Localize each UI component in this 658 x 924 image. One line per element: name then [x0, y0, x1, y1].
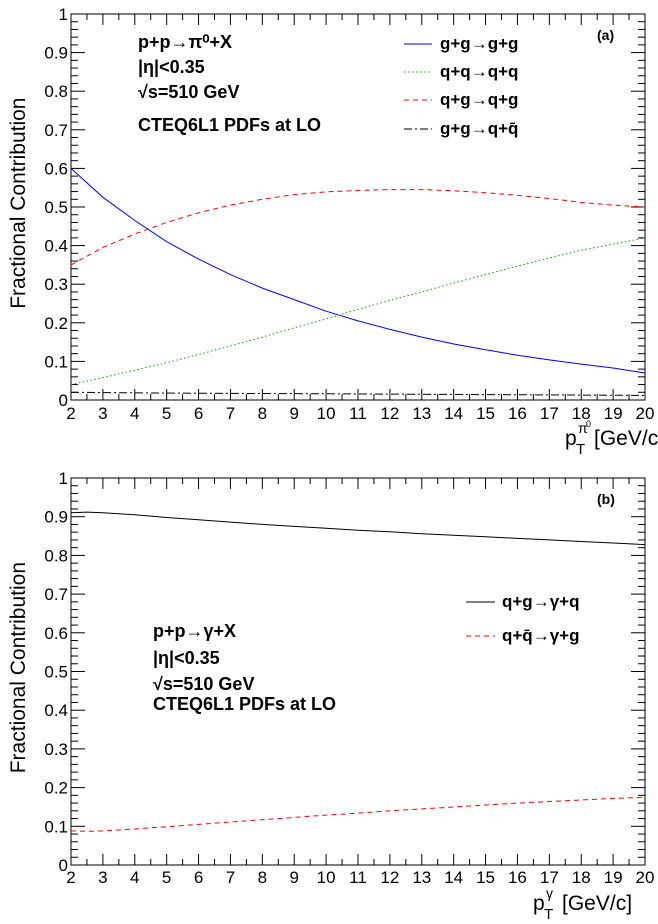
- annotation-text: √s=510 GeV: [153, 674, 254, 694]
- x-tick-label: 8: [258, 868, 267, 887]
- legend-label: q+q̄→γ+g: [502, 626, 579, 645]
- x-axis-label-sup: π: [578, 420, 588, 436]
- y-tick-label: 1: [59, 5, 68, 24]
- legend-label: q+g→q+g: [440, 90, 518, 109]
- annotation-text: |η|<0.35: [138, 57, 205, 77]
- x-axis-label-sup: γ: [546, 885, 553, 901]
- annotation-text: CTEQ6L1 PDFs at LO: [153, 694, 336, 714]
- y-tick-label: 0.6: [44, 159, 68, 178]
- x-tick-label: 5: [162, 868, 171, 887]
- x-tick-label: 12: [380, 868, 399, 887]
- x-axis-label-unit: [GeV/c]: [594, 427, 658, 450]
- series-line-0: [70, 168, 646, 374]
- x-tick-label: 19: [604, 404, 623, 423]
- x-tick-label: 9: [289, 868, 298, 887]
- x-tick-label: 7: [226, 404, 235, 423]
- x-tick-label: 18: [572, 868, 591, 887]
- panel-a: 2 3 4 5 6 7 8 9 10 11 12 13 14 15 16 17 18 19 2000.10.20.3…: [7, 5, 658, 458]
- x-tick-label: 18: [572, 404, 591, 423]
- y-tick-label: 0.4: [44, 237, 68, 256]
- x-tick-label: 11: [349, 404, 367, 423]
- x-tick-label: 3: [98, 404, 107, 423]
- y-tick-label: 0.6: [44, 624, 68, 643]
- legend-label: g+g→g+g: [440, 34, 518, 53]
- y-tick-label: 1: [59, 469, 68, 488]
- x-axis-label-p: p: [565, 427, 577, 450]
- panel-label: (a): [597, 27, 614, 43]
- x-axis-label-supsup: 0: [586, 419, 591, 429]
- series-line-1: [70, 237, 646, 386]
- annotation-text: CTEQ6L1 PDFs at LO: [138, 115, 321, 135]
- x-tick-label: 2: [66, 868, 75, 887]
- series-line-1: [70, 796, 646, 832]
- y-tick-label: 0.4: [44, 701, 68, 720]
- x-tick-label: 11: [349, 868, 367, 887]
- x-tick-label: 8: [258, 404, 267, 423]
- y-axis-label: Fractional Contribution: [7, 97, 30, 308]
- y-tick-label: 0.8: [44, 82, 68, 101]
- y-tick-label: 0.2: [44, 779, 68, 798]
- x-tick-label: 10: [317, 868, 336, 887]
- y-tick-label: 0.7: [44, 585, 68, 604]
- x-tick-label: 6: [194, 868, 203, 887]
- y-tick-label: 0.3: [44, 275, 68, 294]
- x-tick-label: 2: [66, 404, 75, 423]
- x-tick-label: 20: [636, 404, 655, 423]
- y-tick-label: 0.5: [44, 198, 68, 217]
- y-tick-label: 0.3: [44, 740, 68, 759]
- x-tick-label: 14: [444, 404, 463, 423]
- x-axis-label-p: p: [533, 892, 545, 915]
- y-tick-label: 0.1: [44, 352, 68, 371]
- x-tick-label: 14: [444, 868, 463, 887]
- x-tick-label: 13: [412, 868, 431, 887]
- x-tick-label: 9: [289, 404, 298, 423]
- panel-label: (b): [597, 491, 615, 507]
- y-tick-label: 0.1: [44, 817, 68, 836]
- x-tick-label: 7: [226, 868, 235, 887]
- y-tick-label: 0.9: [44, 508, 68, 527]
- series-line-0: [70, 511, 646, 546]
- y-tick-label: 0.8: [44, 546, 68, 565]
- x-tick-label: 15: [476, 868, 495, 887]
- y-tick-label: 0.5: [44, 663, 68, 682]
- x-tick-label: 4: [130, 868, 139, 887]
- x-tick-label: 5: [162, 404, 171, 423]
- annotation-text: p+p→π⁰+X: [138, 32, 232, 52]
- x-tick-label: 4: [130, 404, 139, 423]
- x-tick-label: 16: [508, 868, 527, 887]
- x-tick-label: 17: [540, 868, 559, 887]
- x-tick-label: 19: [604, 868, 623, 887]
- x-tick-label: 13: [412, 404, 431, 423]
- x-axis-label-unit: [GeV/c]: [562, 892, 632, 915]
- y-axis-label: Fractional Contribution: [7, 562, 30, 773]
- y-tick-label: 0: [59, 391, 68, 410]
- legend-label: q+g→γ+q: [502, 592, 579, 611]
- panel-b: 2 3 4 5 6 7 8 9 10 11 12 13 14 15 16 17 18 19 20 0 0.1 0.2 0.3…: [7, 469, 654, 923]
- x-tick-label: 10: [317, 404, 336, 423]
- x-tick-label: 6: [194, 404, 203, 423]
- y-tick-label: 0: [59, 856, 68, 875]
- series-line-2: [70, 189, 646, 266]
- series-line-3: [70, 391, 646, 396]
- y-tick-label: 0.9: [44, 44, 68, 63]
- y-tick-label: 0.2: [44, 314, 68, 333]
- x-tick-label: 17: [540, 404, 559, 423]
- annotation-text: |η|<0.35: [153, 648, 220, 668]
- x-axis-label-sub: T: [576, 441, 585, 458]
- x-tick-label: 12: [380, 404, 399, 423]
- annotation-text: √s=510 GeV: [138, 82, 239, 102]
- x-tick-label: 16: [508, 404, 527, 423]
- x-tick-label: 15: [476, 404, 495, 423]
- legend-label: g+g→q+q̄: [440, 119, 518, 138]
- legend-label: q+q→q+q: [440, 62, 518, 81]
- x-tick-label: 20: [636, 868, 655, 887]
- x-tick-label: 3: [98, 868, 107, 887]
- y-tick-label: 0.7: [44, 121, 68, 140]
- annotation-text: p+p→γ+X: [153, 621, 236, 641]
- plot-frame: [70, 477, 646, 866]
- x-axis-label-sub: T: [544, 906, 553, 923]
